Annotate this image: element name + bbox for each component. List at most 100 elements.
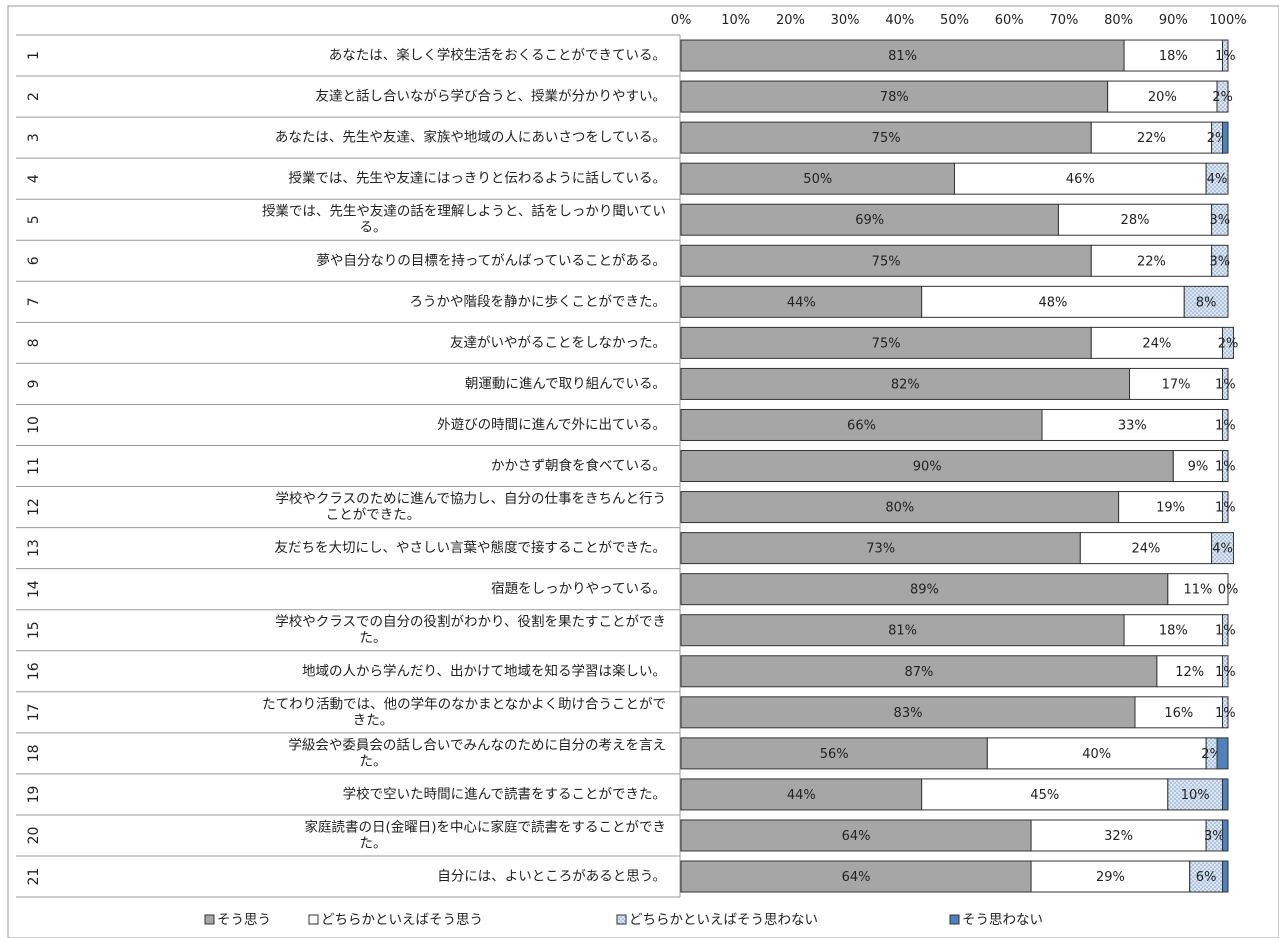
data-label: 56%	[820, 747, 849, 762]
question-number: 4	[26, 174, 42, 183]
question-number: 3	[26, 133, 42, 142]
legend-label: そう思う	[217, 912, 271, 928]
category-label: 友達と話し合いながら学び合うと、授業が分かりやすい。	[316, 88, 666, 105]
x-tick-label: 40%	[885, 13, 914, 28]
bar-segment	[1216, 80, 1229, 113]
category-label: 家庭読書の日(金曜日)を中心に家庭で読書をすることができ	[304, 818, 666, 835]
bar-segment	[1222, 655, 1229, 688]
bar-segment	[1222, 696, 1229, 729]
bar-segment	[1205, 162, 1229, 195]
category-label: ろうかや階段を静かに歩くことができた。	[410, 294, 667, 310]
bar-segment	[680, 244, 1092, 277]
bar-segment	[680, 614, 1125, 647]
question-number: 5	[26, 215, 42, 224]
bar-segment	[1167, 573, 1229, 606]
bar-segment	[921, 778, 1169, 811]
data-label: 1%	[1215, 501, 1236, 516]
category-label: る。	[360, 220, 387, 236]
data-label: 82%	[891, 377, 920, 392]
data-label: 48%	[1039, 295, 1068, 310]
bar-segment	[1129, 367, 1224, 400]
question-number: 7	[26, 297, 42, 306]
row-grid	[16, 34, 681, 898]
category-label: た。	[360, 835, 387, 851]
x-tick-label: 70%	[1049, 13, 1078, 28]
bar-segment	[1222, 408, 1229, 441]
legend-swatch	[308, 914, 319, 925]
category-label: 友だちを大切にし、やさしい言葉や態度で接することができた。	[275, 539, 667, 556]
x-tick-label: 10%	[721, 13, 750, 28]
x-tick-label: 80%	[1104, 13, 1133, 28]
data-label: 2%	[1218, 336, 1239, 351]
bar-segment	[680, 39, 1125, 72]
category-label: たてわり活動では、他の学年のなかまとなかよく助け合うことがで	[262, 696, 666, 712]
bar-segment	[1222, 39, 1229, 72]
category-label: きた。	[353, 712, 394, 728]
question-number: 9	[26, 379, 42, 388]
data-label: 11%	[1183, 583, 1212, 598]
category-label: 朝運動に進んで取り組んでいる。	[465, 376, 666, 392]
bar-segment	[680, 121, 1092, 154]
data-label: 40%	[1082, 747, 1111, 762]
x-tick-label: 30%	[831, 13, 860, 28]
category-label: あなたは、先生や友達、家族や地域の人にあいさつをしている。	[275, 129, 666, 146]
data-label: 28%	[1121, 213, 1150, 228]
bar-segment	[1183, 285, 1229, 318]
bar-segment	[1156, 655, 1224, 688]
legend-swatch	[616, 914, 627, 925]
data-label: 33%	[1118, 418, 1147, 433]
question-number: 2	[26, 92, 42, 101]
data-label: 12%	[1175, 665, 1204, 680]
category-label: 外遊びの時間に進んで外に出ている。	[437, 417, 666, 433]
bar-segment	[1090, 326, 1224, 359]
category-label: 学校やクラスでの自分の役割がわかり、役割を果たすことができ	[275, 613, 666, 630]
data-label: 50%	[803, 172, 832, 187]
category-label: 地域の人から学んだり、出かけて地域を知る学習は楽しい。	[302, 662, 666, 679]
question-number: 8	[26, 338, 42, 347]
bar-segment	[1222, 121, 1229, 154]
category-label: ことができた。	[326, 507, 421, 523]
bar-segment	[680, 367, 1131, 400]
legend-swatch	[949, 914, 960, 925]
data-label: 10%	[1181, 788, 1210, 803]
x-tick-label: 50%	[940, 13, 969, 28]
bar-segment	[1222, 778, 1229, 811]
x-tick-label: 60%	[995, 13, 1024, 28]
question-number: 18	[26, 744, 42, 762]
bar-segment	[1041, 408, 1224, 441]
bar-segment	[1222, 450, 1229, 483]
data-label: 64%	[842, 829, 871, 844]
bar-segment	[1189, 860, 1224, 893]
data-label: 29%	[1096, 870, 1125, 885]
bar-segment	[680, 203, 1059, 236]
data-label: 18%	[1159, 624, 1188, 639]
category-label: 夢や自分なりの目標を持ってがんばっていることがある。	[316, 253, 666, 269]
bar-segment	[1167, 778, 1224, 811]
category-label: 自分には、よいところがあると思う。	[437, 869, 666, 885]
category-label: た。	[360, 753, 387, 769]
bar-segment	[1222, 367, 1229, 400]
data-label: 1%	[1215, 49, 1236, 64]
data-label: 66%	[847, 418, 876, 433]
question-number: 12	[26, 498, 42, 516]
data-label: 4%	[1207, 172, 1228, 187]
data-label: 73%	[866, 542, 895, 557]
data-label: 17%	[1162, 377, 1191, 392]
data-label: 19%	[1156, 501, 1185, 516]
question-number: 15	[26, 621, 42, 639]
bar-segment	[1222, 860, 1229, 893]
data-label: 22%	[1137, 254, 1166, 269]
category-label: た。	[360, 630, 387, 646]
question-number: 14	[26, 580, 42, 598]
bar-segment	[1090, 244, 1213, 277]
data-label: 16%	[1164, 706, 1193, 721]
category-label: 学級会や委員会の話し合いでみんなのために自分の考えを言え	[288, 736, 666, 753]
bar-segment	[680, 408, 1043, 441]
category-labels: 1 あなたは、楽しく学校生活をおくることができている。 2 友達と話し合いながら学び合…	[26, 47, 666, 886]
bar-segment	[1222, 491, 1229, 524]
bar-segment	[921, 285, 1185, 318]
data-label: 0%	[1218, 583, 1239, 598]
question-number: 11	[26, 457, 42, 475]
bar-segment	[1090, 121, 1213, 154]
